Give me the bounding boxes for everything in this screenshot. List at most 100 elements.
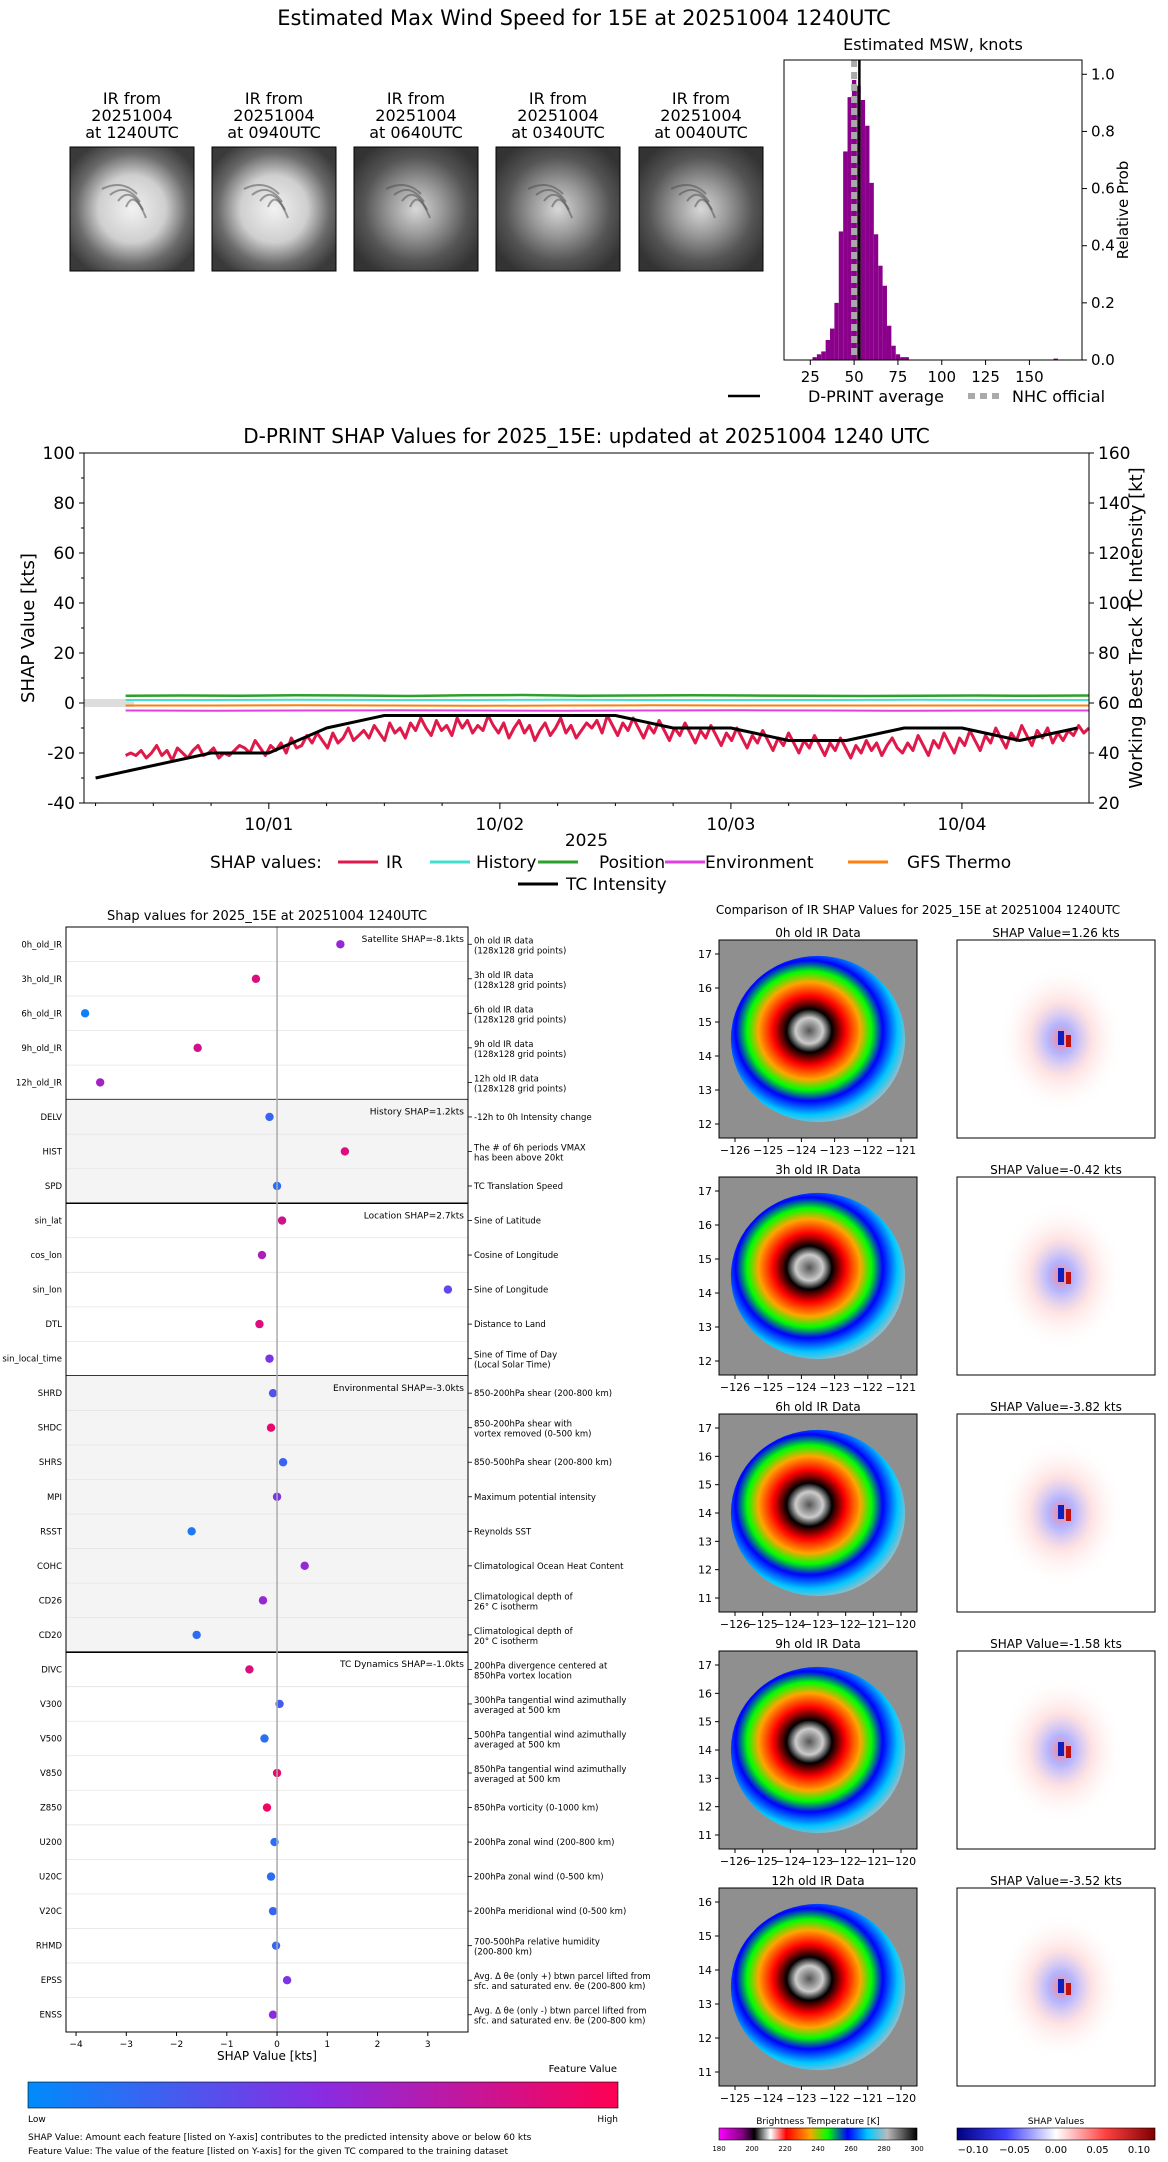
scatter-feature-desc: The # of 6h periods VMAX [473,1143,586,1153]
ir-compare-ytick-label: 14 [698,1964,712,1977]
ir-compare-xtick-label: −123 [786,2092,816,2105]
line-ytick-right-label: 160 [1098,444,1130,464]
scatter-feature-desc: (128x128 grid points) [474,946,566,956]
scatter-point [263,1803,271,1811]
sv-colorbar-tick: 0.10 [1128,2145,1150,2156]
line-ytick-right-label: 40 [1098,744,1120,764]
line-xtick-label: 10/03 [706,815,755,835]
scatter-point [252,975,260,983]
ir-compare-xtick-label: −121 [886,1381,916,1394]
scatter-feature-label: U200 [40,1838,62,1848]
scatter-feature-desc: Sine of Time of Day [474,1351,557,1361]
shap-compare-blob [1058,1268,1064,1282]
ir-compare-ytick-label: 13 [698,1084,712,1097]
top-title: Estimated Max Wind Speed for 15E at 2025… [277,6,890,30]
ir-compare-ytick-label: 16 [698,1219,712,1232]
scatter-feature-desc: 850hPa vorticity (0-1000 km) [474,1804,598,1814]
scatter-point [269,2011,277,2019]
histogram-ytick-label: 0.2 [1091,294,1115,312]
ir-compare-ytick-label: 15 [698,1253,712,1266]
scatter-feature-desc: 12h old IR data [474,1074,539,1084]
line-legend-title: SHAP values: [210,853,322,873]
ir-compare-xtick-label: −124 [786,1381,816,1394]
ir-compare-panel-title: 6h old IR Data [775,1400,861,1414]
shap-compare-blob [1066,1272,1071,1284]
ir-compare-ytick-label: 15 [698,1016,712,1029]
ir-compare-xtick-label: −121 [886,1144,916,1157]
feature-value-colorbar: Feature Value Low High [28,2064,618,2125]
legend-nhc-label: NHC official [1012,387,1105,406]
line-chart-title: D-PRINT SHAP Values for 2025_15E: update… [243,424,930,448]
ir-compare-xtick-label: −122 [831,1618,861,1631]
histogram-bar [861,100,865,360]
scatter-feature-label: V850 [40,1769,62,1779]
line-ytick-label: 0 [64,694,75,714]
scatter-point [336,940,344,948]
ir-thumb-label-3: at 1240UTC [85,123,179,142]
ir-compare-ytick-label: 11 [698,1592,712,1605]
scatter-xlabel: SHAP Value [kts] [217,2049,317,2063]
scatter-feature-label: MPI [47,1493,62,1503]
ir-compare-storm [731,956,905,1122]
line-ytick-label: 100 [43,444,75,464]
ir-compare-xtick-label: −126 [720,1618,750,1631]
ir-compare-ytick-label: 17 [698,1185,712,1198]
ir-compare-ytick-label: 13 [698,1772,712,1785]
histogram-ytick-label: 0.0 [1091,351,1115,369]
ir-compare-ytick-label: 11 [698,1829,712,1842]
shap-compare-blob [1066,1509,1071,1521]
scatter-feature-desc: averaged at 500 km [474,1775,560,1785]
scatter-feature-desc: 700-500hPa relative humidity [474,1938,600,1948]
scatter-point [272,1941,280,1949]
scatter-feature-desc: 9h old IR data [474,1040,533,1050]
ir-compare-ytick-label: 12 [698,1564,712,1577]
shap-compare-blob [1058,1031,1064,1045]
scatter-xtick-label: −3 [120,2040,133,2050]
ir-compare-xtick-label: −125 [753,1381,783,1394]
ir-compare-ytick-label: 12 [698,2032,712,2045]
histogram-bar [839,231,843,360]
line-ylabel: SHAP Value [kts] [18,553,39,703]
line-ytick-right-label: 80 [1098,644,1120,664]
histogram-bar [830,329,834,360]
scatter-point [245,1665,253,1673]
shap-compare-panel-title: SHAP Value=-1.58 kts [990,1637,1122,1651]
scatter-feature-desc: 200hPa meridional wind (0-500 km) [474,1907,626,1917]
line-ylabel-right: Working Best Track TC Intensity [kt] [1126,467,1147,788]
scatter-feature-desc: 6h old IR data [474,1005,533,1015]
scatter-feature-desc: 200hPa divergence centered at [474,1661,608,1671]
ir-compare-xtick-label: −125 [720,2092,750,2105]
scatter-feature-desc: (128x128 grid points) [474,1015,566,1025]
line-ytick-right-label: 60 [1098,694,1120,714]
ir-compare-ytick-label: 12 [698,1355,712,1368]
sv-colorbar-tick: −0.05 [999,2145,1030,2156]
histogram-xtick-label: 50 [845,368,864,386]
scatter-feature-desc: Climatological Ocean Heat Content [474,1562,624,1572]
bt-colorbar [719,2128,917,2140]
ir-compare-ytick-label: 12 [698,1801,712,1814]
histogram-bar [817,354,821,360]
scatter-point [283,1976,291,1984]
scatter-point [255,1320,263,1328]
line-ytick-label: -20 [47,744,75,764]
histogram-xtick-label: 75 [888,368,907,386]
scatter-feature-desc: 200hPa zonal wind (200-800 km) [474,1838,614,1848]
shap-compare-blob [1058,1505,1064,1519]
histogram-ylabel: Relative Prob [1114,161,1132,260]
ir-thumb-label-3: at 0040UTC [654,123,748,142]
scatter-feature-label: sin_local_time [2,1355,62,1365]
scatter-feature-desc: vortex removed (0-500 km) [474,1430,591,1440]
scatter-feature-label: RSST [40,1527,63,1537]
ir-compare-ytick-label: 14 [698,1744,712,1757]
scatter-feature-desc: has been above 20kt [474,1153,564,1163]
series-line-position [126,695,1089,696]
ir-compare-xtick-label: −125 [748,1618,778,1631]
scatter-feature-desc: 20° C isotherm [474,1637,538,1647]
histogram-bar [883,286,887,360]
scatter-feature-desc: sfc. and saturated env. θe (200-800 km) [474,1982,646,1992]
ir-compare-xtick-label: −120 [886,2092,916,2105]
ir-compare-xtick-label: −120 [886,1618,916,1631]
ir-compare-xtick-label: −122 [853,1144,883,1157]
ir-compare-ytick-label: 14 [698,1287,712,1300]
bt-colorbar-tick: 220 [778,2145,791,2153]
